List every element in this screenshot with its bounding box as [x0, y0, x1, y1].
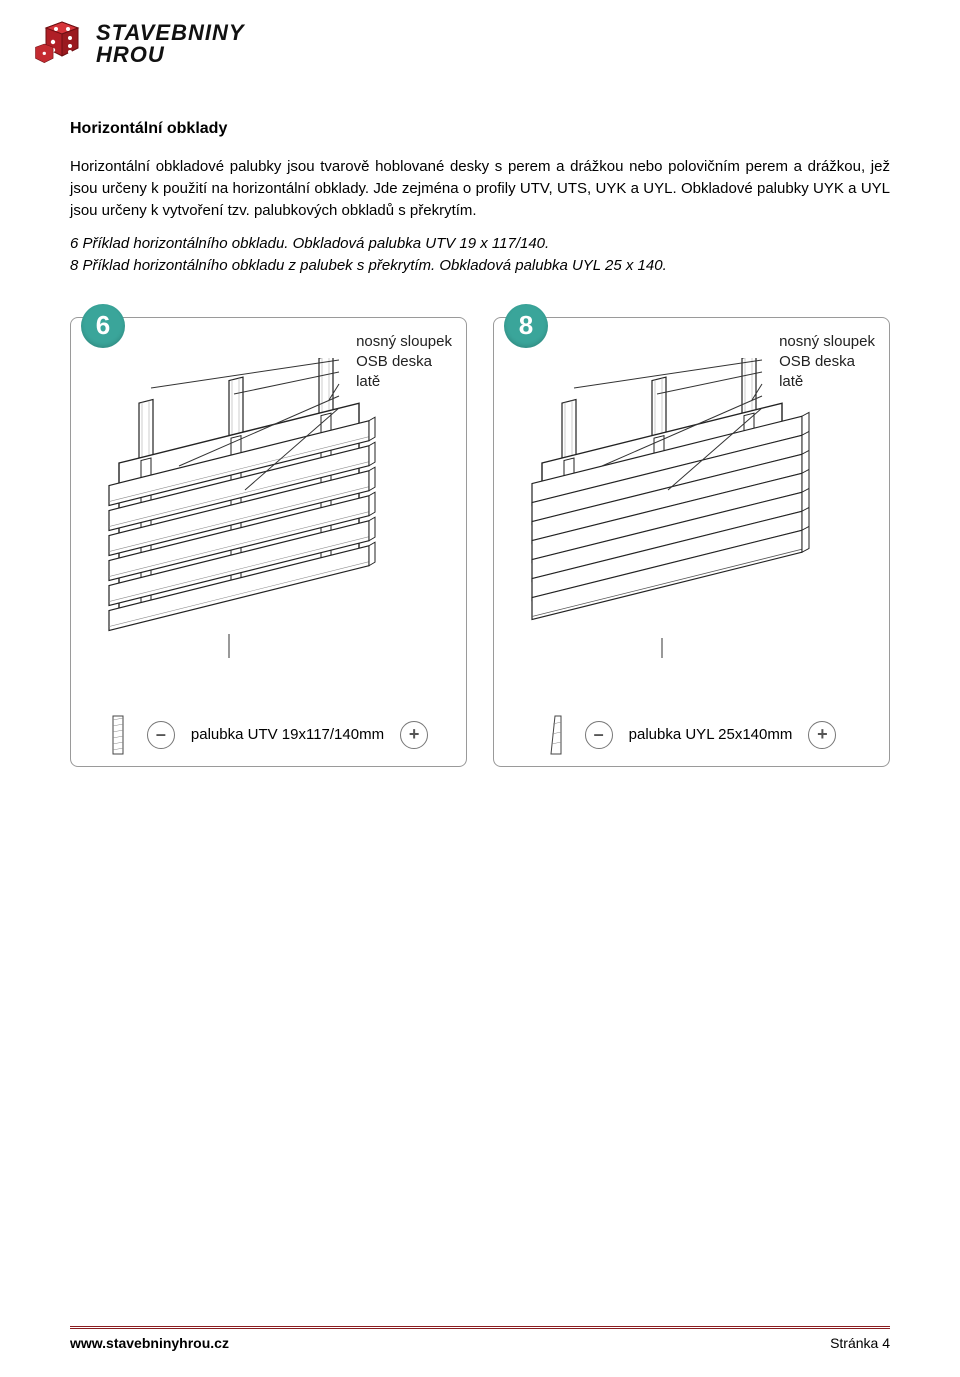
figure-panel-8: 8 nosný sloupek OSB deska latě: [493, 317, 890, 767]
minus-icon: –: [147, 721, 175, 749]
figures-row: 6 nosný sloupek OSB deska latě: [70, 317, 890, 767]
bottom-label-8: palubka UYL 25x140mm: [629, 726, 793, 743]
page-footer: www.stavebninyhrou.cz Stránka 4: [70, 1326, 890, 1351]
diagram-8: [502, 358, 862, 658]
profile-wedge-icon: [547, 714, 569, 756]
figure-bottom-8: – palubka UYL 25x140mm +: [494, 714, 889, 756]
plus-icon: +: [808, 721, 836, 749]
figure-badge-6: 6: [81, 304, 125, 348]
caption-8: 8 Příklad horizontálního obkladu z palub…: [70, 257, 667, 274]
minus-icon: –: [585, 721, 613, 749]
logo-dice-icon: [30, 18, 90, 70]
figure-panel-6: 6 nosný sloupek OSB deska latě: [70, 317, 467, 767]
caption-6: 6 Příklad horizontálního obkladu. Obklad…: [70, 235, 549, 252]
plus-icon: +: [400, 721, 428, 749]
bottom-label-6: palubka UTV 19x117/140mm: [191, 726, 384, 743]
legend-item: nosný sloupek: [779, 332, 875, 352]
diagram-6: [79, 358, 439, 658]
footer-rule: [70, 1326, 890, 1329]
body-paragraph: Horizontální obkladové palubky jsou tvar…: [70, 156, 890, 221]
profile-icon: [109, 714, 131, 756]
section-heading: Horizontální obklady: [70, 120, 890, 138]
main-content: Horizontální obklady Horizontální obklad…: [70, 120, 890, 767]
figure-bottom-6: – palubka UTV 19x117/140mm +: [71, 714, 466, 756]
figure-badge-8: 8: [504, 304, 548, 348]
legend-item: nosný sloupek: [356, 332, 452, 352]
figure-captions: 6 Příklad horizontálního obkladu. Obklad…: [70, 233, 890, 277]
footer-page: Stránka 4: [830, 1335, 890, 1351]
header-logo: STAVEBNINY HROU: [30, 18, 245, 70]
logo-line2: HROU: [96, 42, 245, 68]
footer-site: www.stavebninyhrou.cz: [70, 1335, 229, 1351]
